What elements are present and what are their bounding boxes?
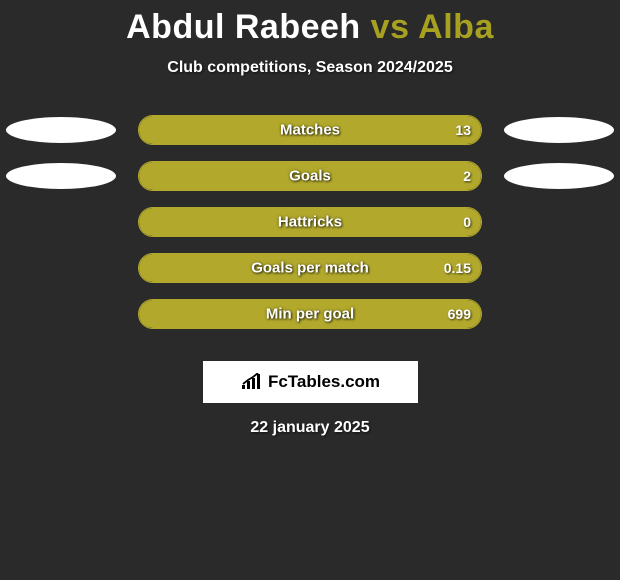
stats-area: Matches 13 Goals 2 Hattricks 0 Goals per match…: [0, 113, 620, 343]
disc-left: [6, 117, 116, 143]
stat-value-right: 13: [455, 122, 471, 138]
stat-row-hattricks: Hattricks 0: [0, 205, 620, 251]
vs-text: vs: [371, 8, 410, 46]
stat-row-goals: Goals 2: [0, 159, 620, 205]
player1-name: Abdul Rabeeh: [126, 8, 361, 46]
disc-left: [6, 163, 116, 189]
stat-label: Goals: [289, 168, 331, 185]
stat-value-right: 2: [463, 168, 471, 184]
page-title: Abdul Rabeeh vs Alba: [0, 0, 620, 47]
stat-bar: Min per goal 699: [138, 299, 482, 329]
logo-box[interactable]: FcTables.com: [203, 361, 418, 403]
stat-label: Matches: [280, 122, 340, 139]
stat-bar: Hattricks 0: [138, 207, 482, 237]
stat-value-right: 699: [448, 306, 471, 322]
stat-label: Min per goal: [266, 306, 354, 323]
stat-row-matches: Matches 13: [0, 113, 620, 159]
stat-value-right: 0: [463, 214, 471, 230]
logo-text: FcTables.com: [268, 372, 380, 392]
stat-row-goals_per_match: Goals per match 0.15: [0, 251, 620, 297]
stat-row-min_per_goal: Min per goal 699: [0, 297, 620, 343]
stat-bar: Goals 2: [138, 161, 482, 191]
stat-label: Hattricks: [278, 214, 342, 231]
disc-right: [504, 117, 614, 143]
stat-bar: Goals per match 0.15: [138, 253, 482, 283]
stat-bar: Matches 13: [138, 115, 482, 145]
date-label: 22 january 2025: [0, 419, 620, 437]
stat-value-right: 0.15: [444, 260, 471, 276]
subtitle: Club competitions, Season 2024/2025: [0, 59, 620, 77]
stat-label: Goals per match: [251, 260, 369, 277]
player2-name: Alba: [418, 8, 494, 46]
disc-right: [504, 163, 614, 189]
chart-icon: [240, 373, 264, 391]
